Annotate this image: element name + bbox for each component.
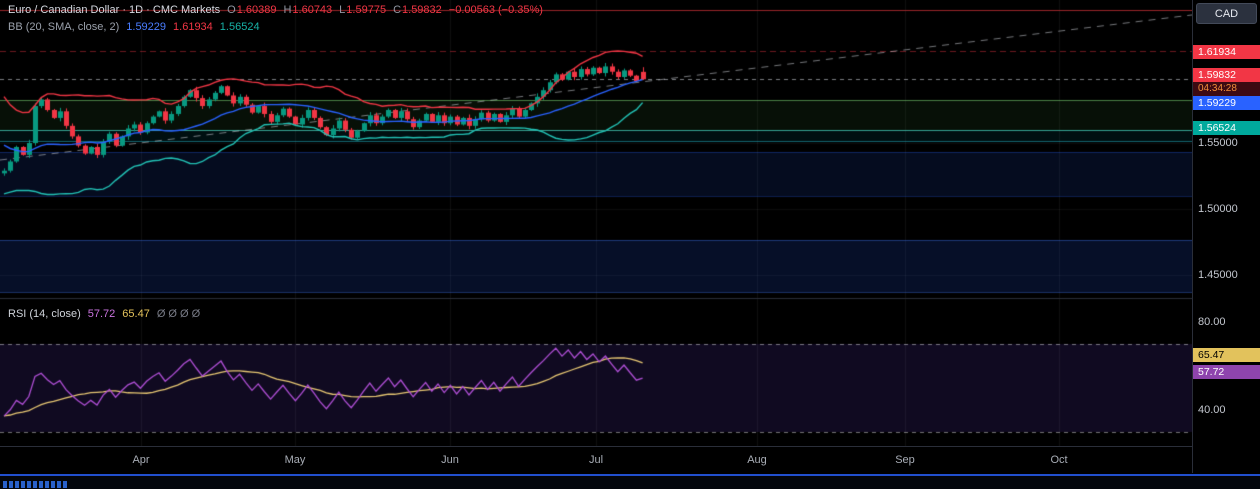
- rsi-indicator-legend: RSI (14, close) 57.72 65.47 Ø Ø Ø Ø: [8, 308, 200, 320]
- rsi-indicator-title[interactable]: RSI (14, close): [8, 308, 81, 320]
- price-change: −0.00563 (−0.35%): [448, 4, 543, 16]
- lower-panel-edge: [0, 474, 1260, 489]
- countdown-badge: 04:34:28: [1193, 82, 1260, 96]
- month-label: Jul: [588, 454, 604, 466]
- month-label: May: [284, 454, 306, 466]
- bb-indicator-legend: BB (20, SMA, close, 2) 1.59229 1.61934 1.56…: [8, 21, 260, 33]
- rsi-value: 57.72: [87, 308, 116, 320]
- time-axis[interactable]: Apr May Jun Jul Aug Sep Oct: [0, 446, 1260, 474]
- bb-value: 1.61934: [173, 21, 213, 33]
- rsi-axis-tick: 40.00: [1198, 404, 1226, 416]
- rsi-axis-badge: 57.72: [1193, 365, 1260, 379]
- rsi-value: Ø Ø Ø Ø: [156, 308, 201, 320]
- bb-value: 1.56524: [219, 21, 260, 33]
- month-label: Aug: [747, 454, 767, 466]
- rsi-indicator-values: 57.72 65.47 Ø Ø Ø Ø: [81, 308, 200, 320]
- ohlc-label: H: [283, 4, 292, 16]
- rsi-value: 65.47: [122, 308, 150, 320]
- axis-separator: [1192, 0, 1193, 473]
- price-axis-tick: 1.50000: [1198, 203, 1238, 215]
- bb-indicator-values: 1.59229 1.61934 1.56524: [119, 21, 259, 33]
- currency-button[interactable]: CAD: [1196, 3, 1257, 24]
- rsi-axis-tick: 80.00: [1198, 316, 1226, 328]
- ohlc-label: L: [339, 4, 346, 16]
- bb-value: 1.59229: [126, 21, 167, 33]
- price-axis-badge: 1.56524: [1193, 121, 1260, 135]
- ohlc-value: 1.60389: [236, 4, 277, 16]
- ohlc-value: 1.59775: [346, 4, 387, 16]
- price-axis[interactable]: CAD 1.61934 1.59832 04:34:28 1.59229 1.56524…: [1193, 0, 1260, 473]
- month-label: Apr: [132, 454, 150, 466]
- clipped-panel-text: [3, 481, 69, 488]
- ohlc-label: C: [393, 4, 402, 16]
- ohlc-values: O1.60389 H1.60743 L1.59775 C1.59832: [220, 4, 442, 16]
- ohlc-value: 1.60743: [292, 4, 333, 16]
- ohlc-label: O: [227, 4, 236, 16]
- price-axis-badge: 1.59229: [1193, 96, 1260, 110]
- price-chart-canvas[interactable]: [0, 0, 1192, 446]
- price-axis-badge: 1.59832: [1193, 68, 1260, 82]
- month-label: Oct: [1050, 454, 1068, 466]
- month-label: Sep: [895, 454, 915, 466]
- rsi-axis-badge: 65.47: [1193, 348, 1260, 362]
- symbol-legend: Euro / Canadian Dollar · 1D · CMC Market…: [8, 4, 543, 16]
- bb-indicator-title[interactable]: BB (20, SMA, close, 2): [8, 21, 120, 33]
- price-axis-badge: 1.61934: [1193, 45, 1260, 59]
- price-axis-tick: 1.55000: [1198, 137, 1238, 149]
- price-axis-tick: 1.45000: [1198, 269, 1238, 281]
- month-label: Jun: [441, 454, 459, 466]
- ohlc-value: 1.59832: [402, 4, 442, 16]
- symbol-title[interactable]: Euro / Canadian Dollar · 1D · CMC Market…: [8, 4, 221, 16]
